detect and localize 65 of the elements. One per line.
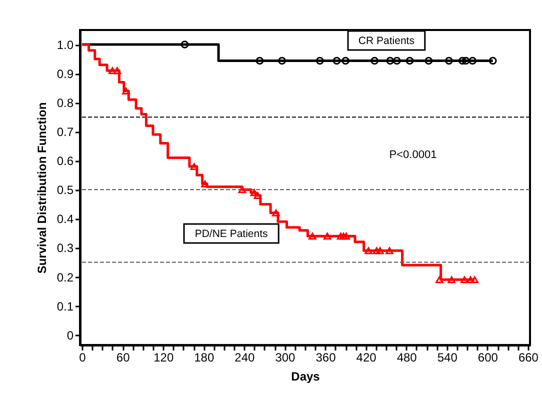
point (308, 232, 316, 240)
y-tick-label: 0.2 (56, 270, 74, 284)
x-tick-label: 120 (154, 350, 174, 364)
point (332, 56, 341, 65)
point (406, 56, 414, 65)
series-label: CR Patients (358, 35, 414, 47)
x-tick-label: 540 (437, 350, 458, 364)
y-tick-label: 0.9 (56, 67, 74, 82)
point (108, 67, 116, 74)
point (113, 67, 122, 74)
y-tick-label: 0.1 (56, 299, 74, 314)
point (376, 247, 384, 254)
x-tick-label: 360 (316, 350, 336, 364)
point (386, 247, 394, 254)
x-tick-label: 0 (79, 350, 86, 364)
point (460, 276, 468, 284)
point (201, 180, 209, 188)
point (386, 56, 394, 65)
point (372, 247, 381, 254)
series-label: PD/NE Patients (194, 228, 268, 240)
point (436, 276, 444, 284)
y-axis-title: Survival Distribution Function (34, 102, 49, 274)
x-axis-title: Days (291, 370, 320, 384)
point (462, 56, 470, 65)
point (272, 209, 280, 216)
y-tick-label: 0.4 (56, 212, 74, 226)
y-tick-label: 0.3 (56, 241, 74, 256)
point (392, 56, 401, 65)
x-tick-label: 300 (275, 350, 296, 364)
point (316, 56, 324, 65)
point (180, 40, 189, 48)
x-tick-label: 180 (194, 350, 214, 364)
x-tick-label: 600 (478, 350, 498, 364)
y-tick-label: 0.6 (56, 154, 74, 168)
y-tick-label: 1.0 (56, 38, 74, 52)
point (238, 186, 246, 194)
point (340, 232, 348, 240)
y-tick-label: 0.8 (56, 96, 74, 110)
point (424, 56, 433, 65)
annotation: P<0.0001 (389, 149, 437, 161)
point (254, 192, 262, 199)
point (323, 232, 332, 240)
point (448, 276, 456, 284)
point (370, 56, 379, 65)
point (445, 56, 453, 65)
point (122, 87, 130, 94)
point (466, 276, 474, 284)
x-tick-label: 420 (356, 350, 377, 364)
point (458, 56, 466, 65)
point (278, 56, 286, 65)
point (342, 232, 350, 240)
point (336, 232, 345, 240)
point (190, 162, 198, 170)
x-tick-label: 480 (396, 350, 418, 364)
x-tick-label: 240 (234, 350, 256, 364)
y-tick-label: 0.5 (56, 183, 74, 198)
point (470, 276, 479, 284)
y-tick-label: 0.7 (56, 125, 74, 140)
x-tick-label: 660 (518, 350, 539, 364)
point (364, 247, 372, 254)
point (468, 56, 476, 65)
x-tick-label: 60 (116, 350, 130, 364)
y-tick-label: 0 (66, 328, 74, 342)
point (256, 56, 264, 65)
point (342, 56, 350, 65)
